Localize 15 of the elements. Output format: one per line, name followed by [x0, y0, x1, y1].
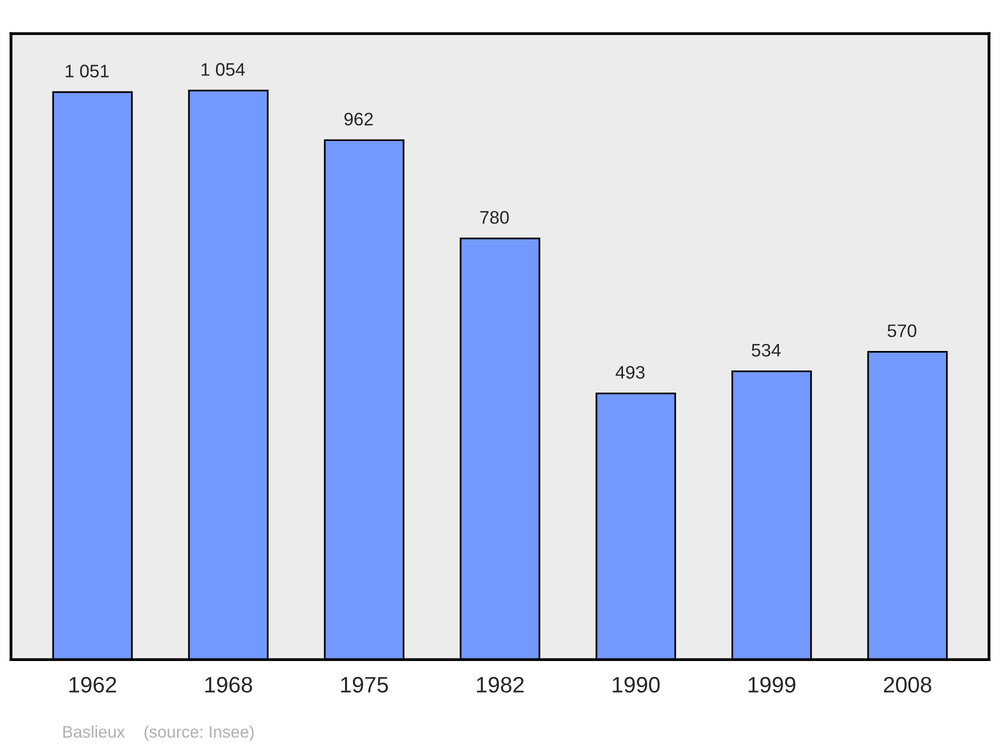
- data-label: 962: [344, 112, 373, 126]
- x-tick-label: 1999: [748, 676, 796, 693]
- x-tick-label: 1962: [69, 676, 116, 693]
- data-label: 493: [616, 366, 645, 379]
- data-label: 534: [752, 344, 781, 357]
- x-tick-label: 1968: [205, 676, 252, 693]
- data-label: 1 054: [202, 63, 245, 76]
- text: Baslieux (source: Insee): [63, 725, 254, 742]
- x-tick-label: 1990: [612, 676, 660, 693]
- data-label: 570: [888, 324, 916, 338]
- data-label: 1 051: [66, 64, 109, 78]
- x-tick-label: 1975: [341, 676, 388, 693]
- x-tick-label: 2008: [884, 676, 932, 693]
- data-label: 780: [480, 210, 509, 224]
- x-tick-label: 1982: [476, 676, 524, 693]
